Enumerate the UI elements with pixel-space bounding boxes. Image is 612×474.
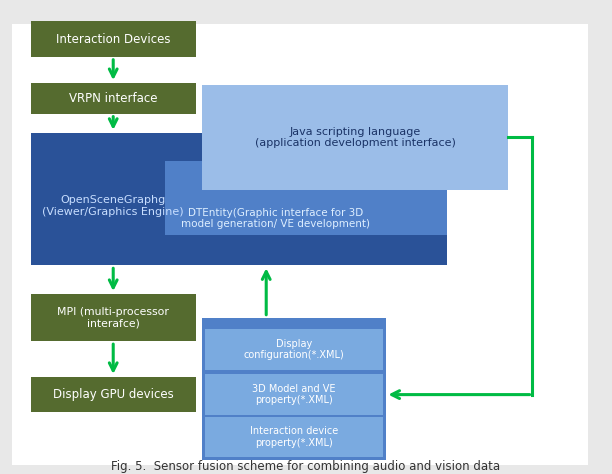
Text: Interaction device
property(*.XML): Interaction device property(*.XML) [250,427,338,448]
Bar [31,21,196,57]
Bar [202,85,508,190]
Bar [205,417,382,457]
Bar [165,161,447,265]
Text: MPI (multi-processor
interafce): MPI (multi-processor interafce) [58,307,169,328]
Text: 3D Model and VE
property(*.XML): 3D Model and VE property(*.XML) [252,384,335,405]
Bar [165,235,447,265]
Bar [31,377,196,412]
Bar [31,294,196,341]
Text: DTEntity(Graphic interface for 3D
model generation/ VE development): DTEntity(Graphic interface for 3D model … [181,208,370,229]
Bar [205,329,382,370]
Bar [202,318,386,460]
Bar [31,83,196,114]
Text: VRPN interface: VRPN interface [69,92,157,105]
Text: Display GPU devices: Display GPU devices [53,388,174,401]
Bar [205,374,382,415]
Text: Interaction Devices: Interaction Devices [56,33,171,46]
Text: OpenSceneGraphg
(Viewer/Graphics Engine): OpenSceneGraphg (Viewer/Graphics Engine) [42,195,184,217]
Text: Fig. 5.  Sensor fusion scheme for combining audio and vision data: Fig. 5. Sensor fusion scheme for combini… [111,460,501,474]
Bar [31,133,447,265]
Text: Display
configuration(*.XML): Display configuration(*.XML) [244,339,344,360]
Text: Java scripting language
(application development interface): Java scripting language (application dev… [255,127,455,148]
